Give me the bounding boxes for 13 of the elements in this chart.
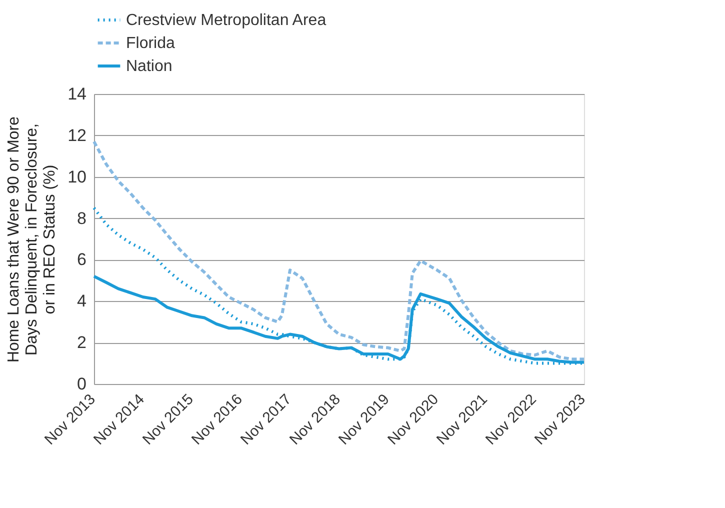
legend-label: Crestview Metropolitan Area	[126, 12, 326, 29]
y-tick-label: 8	[77, 208, 86, 228]
y-tick-label: 6	[77, 250, 86, 270]
y-tick-label: 12	[68, 126, 86, 145]
line-series	[92, 140, 586, 361]
legend-label: Nation	[126, 58, 172, 75]
y-tick-label: 4	[77, 292, 86, 311]
y-tick-label: 0	[77, 374, 86, 394]
y-tick-label: 10	[68, 167, 86, 186]
y-tick-label: 2	[77, 333, 86, 352]
y-axis-title: Home Loans that Were 90 or More Days Delinquent, in Foreclosure, or in REO Status (%)	[6, 116, 59, 363]
y-tick-label: 14	[68, 84, 86, 104]
legend-label: Florida	[126, 35, 176, 52]
